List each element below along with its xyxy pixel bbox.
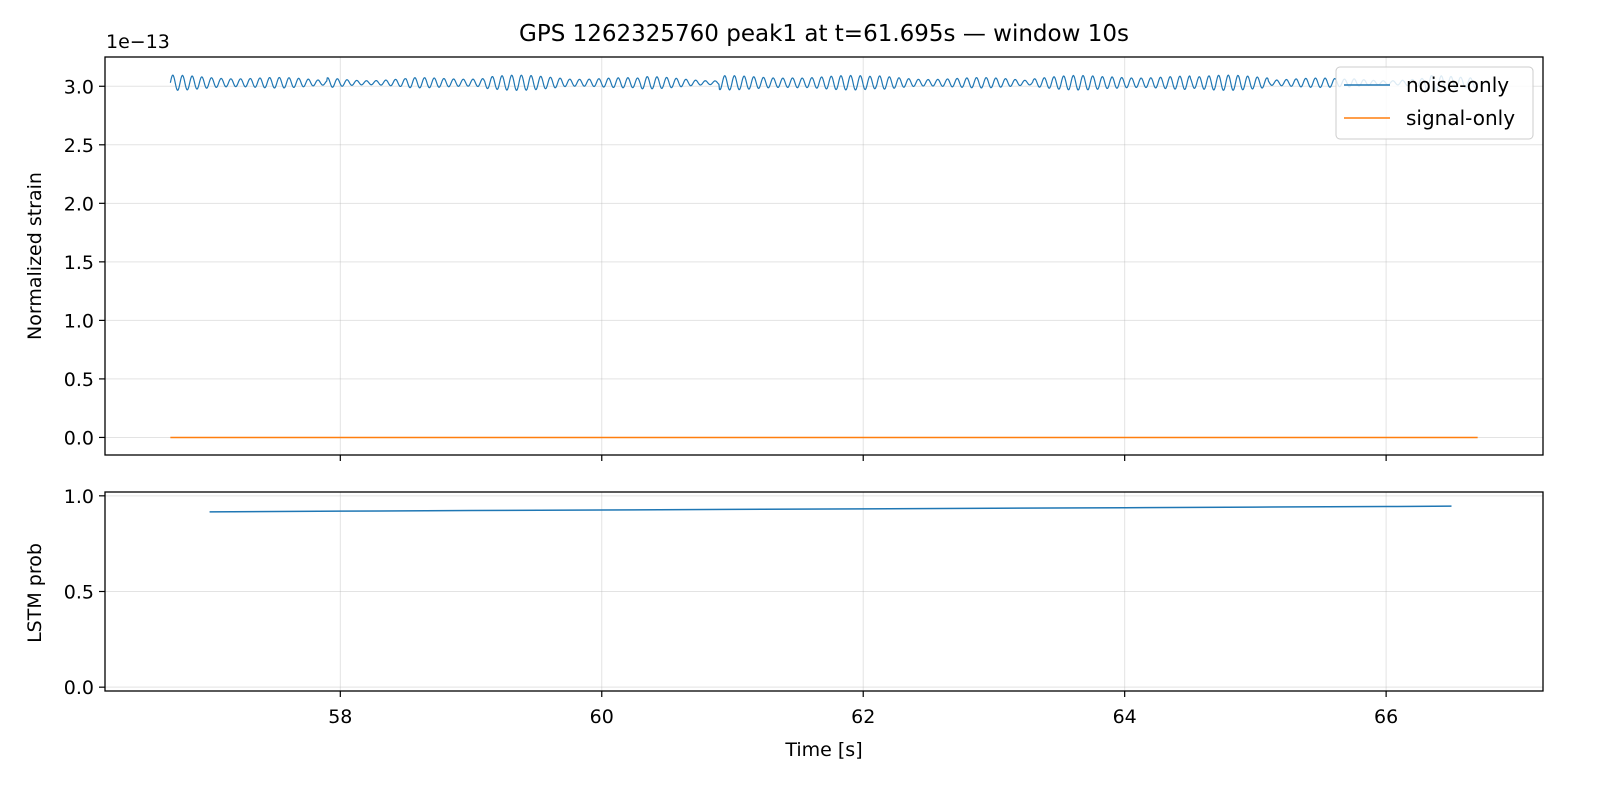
top-axes-frame xyxy=(104,56,1544,456)
bottom-y-ticks: 0.0 0.5 1.0 xyxy=(64,486,105,699)
bottom-axes-frame xyxy=(104,491,1544,692)
y-tick-label: 2.5 xyxy=(64,135,94,157)
top-axes: GPS 1262325760 peak1 at t=61.695s — wind… xyxy=(24,21,1544,461)
legend: noise-only signal-only xyxy=(1335,66,1534,140)
x-tick-label: 62 xyxy=(851,706,875,728)
y-tick-label: 0.5 xyxy=(64,582,94,604)
y-tick-label: 1.0 xyxy=(64,310,94,332)
x-tick-label: 58 xyxy=(328,706,352,728)
x-tick-label: 60 xyxy=(590,706,614,728)
y-tick-label: 0.0 xyxy=(64,427,94,449)
y-tick-label: 0.0 xyxy=(64,677,94,699)
bottom-gridlines xyxy=(105,492,1543,691)
top-plot-area xyxy=(169,74,1479,439)
y-tick-label: 3.0 xyxy=(64,76,94,98)
legend-label-noise-only: noise-only xyxy=(1406,73,1509,97)
y-offset-label: 1e−13 xyxy=(106,31,170,53)
y-axis-label-lstm: LSTM prob xyxy=(24,543,46,643)
top-y-ticks: 0.0 0.5 1.0 1.5 2.0 2.5 3.0 xyxy=(64,76,105,449)
bottom-plot-area xyxy=(209,505,1452,513)
x-axis-label: Time [s] xyxy=(784,739,862,761)
bottom-x-ticks: 58 60 62 64 66 xyxy=(328,691,1398,728)
series-line-lstm-prob xyxy=(209,505,1452,513)
x-tick-label: 66 xyxy=(1374,706,1398,728)
top-gridlines xyxy=(105,57,1543,455)
y-tick-label: 1.0 xyxy=(64,486,94,508)
chart-title: GPS 1262325760 peak1 at t=61.695s — wind… xyxy=(519,21,1129,47)
y-tick-label: 1.5 xyxy=(64,252,94,274)
bottom-axes: LSTM prob Time [s] 0.0 0.5 1.0 58 60 62 64 66 xyxy=(24,486,1544,761)
y-tick-label: 0.5 xyxy=(64,369,94,391)
y-axis-label: Normalized strain xyxy=(24,172,46,340)
legend-label-signal-only: signal-only xyxy=(1406,106,1515,130)
top-x-ticks xyxy=(339,455,1387,461)
x-tick-label: 64 xyxy=(1113,706,1137,728)
y-tick-label: 2.0 xyxy=(64,193,94,215)
series-line-noise-only xyxy=(169,74,1479,91)
